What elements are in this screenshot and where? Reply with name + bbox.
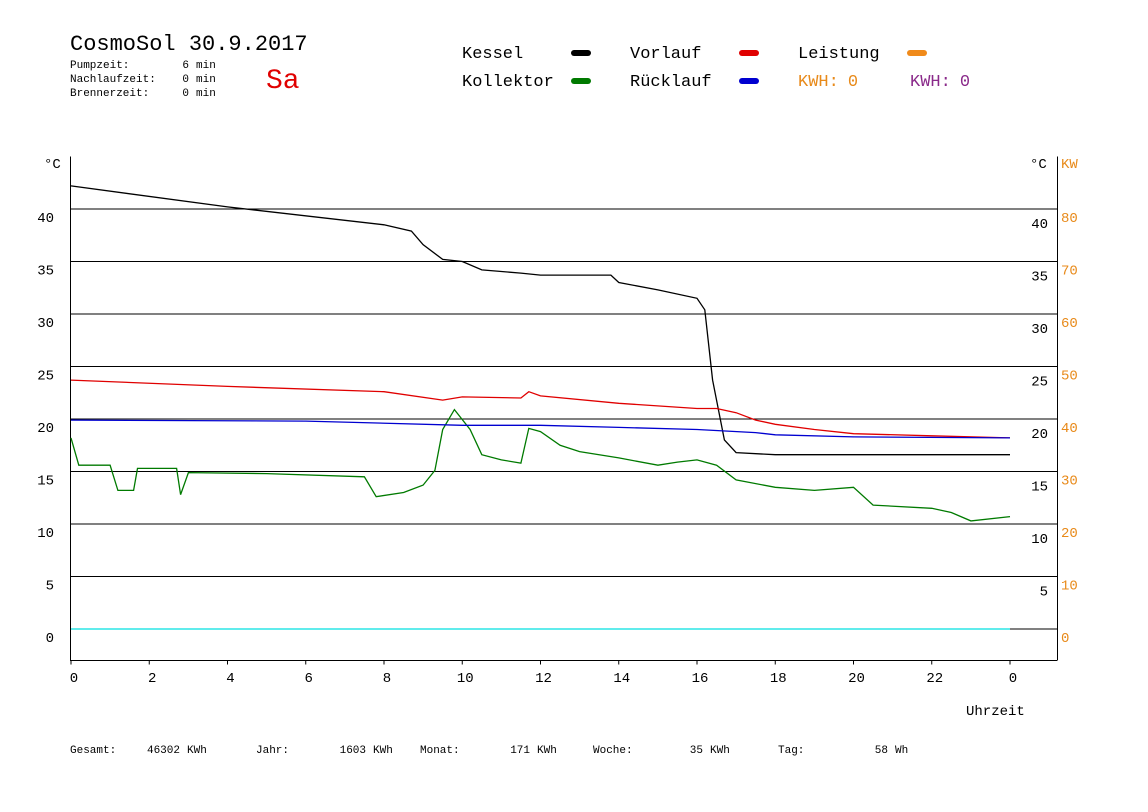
footer-value: 58	[875, 745, 888, 757]
footer-value: 35	[690, 745, 703, 757]
y-tick-label-right: 5	[1040, 585, 1048, 601]
y2-tick-label: 0	[1061, 631, 1069, 647]
x-tick-label: 22	[926, 671, 943, 687]
y-tick-label-right: 30	[1031, 322, 1048, 338]
y-unit-right: °C	[1030, 157, 1047, 173]
y-tick-label: 25	[37, 369, 54, 385]
kwh-value: 0	[848, 73, 858, 92]
y-tick-label: 40	[37, 211, 54, 227]
footer-value: 171	[510, 745, 530, 757]
y-tick-label: 15	[37, 474, 54, 490]
day: Sa	[266, 66, 300, 97]
series-line	[70, 408, 1011, 522]
stat-label: Pumpzeit:	[70, 60, 129, 72]
stat-value: 0	[182, 88, 189, 100]
stat-unit: min	[196, 88, 216, 100]
x-tick-label: 16	[692, 671, 709, 687]
y-tick-label-right: 35	[1031, 270, 1048, 286]
x-tick-label: 4	[226, 671, 234, 687]
kwh: KWH: 0	[910, 73, 970, 92]
series-line	[70, 379, 1011, 439]
x-tick-label: 10	[457, 671, 474, 687]
legend-label: Vorlauf	[630, 45, 701, 64]
kwh: KWH: 0	[798, 73, 858, 92]
x-tick-label: 18	[770, 671, 787, 687]
y-unit: °C	[44, 157, 61, 173]
stat-unit: min	[196, 60, 216, 72]
y2-tick-label: 50	[1061, 369, 1078, 385]
stat-unit: min	[196, 74, 216, 86]
footer-label: Gesamt:	[70, 745, 116, 757]
y-tick-label: 35	[37, 264, 54, 280]
footer-value: 1603	[340, 745, 366, 757]
footer-label: Tag:	[778, 745, 804, 757]
stat-label: Brennerzeit:	[70, 88, 149, 100]
stat-value: 6	[182, 60, 189, 72]
y-tick-label-right: 40	[1031, 217, 1048, 233]
footer-unit: KWh	[537, 745, 557, 757]
footer-unit: KWh	[710, 745, 730, 757]
title: CosmoSol 30.9.2017	[70, 32, 308, 57]
y2-tick-label: 80	[1061, 211, 1078, 227]
y-tick-label: 5	[46, 579, 54, 595]
footer-unit: KWh	[373, 745, 393, 757]
x-tick-label: 14	[613, 671, 630, 687]
y-tick-label: 30	[37, 316, 54, 332]
footer-label: Woche:	[593, 745, 633, 757]
y-tick-label-right: 25	[1031, 375, 1048, 391]
footer-label: Monat:	[420, 745, 460, 757]
y2-tick-label: 30	[1061, 474, 1078, 490]
legend-label: Kollektor	[462, 73, 554, 92]
y2-tick-label: 40	[1061, 421, 1078, 437]
y2-tick-label: 10	[1061, 579, 1078, 595]
y2-tick-label: 70	[1061, 264, 1078, 280]
x-tick-label: 6	[305, 671, 313, 687]
x-tick-label: 0	[70, 671, 78, 687]
footer-unit: Wh	[895, 745, 908, 757]
stat-label: Nachlaufzeit:	[70, 74, 156, 86]
legend-label: Leistung	[798, 45, 880, 64]
footer-unit: KWh	[187, 745, 207, 757]
y2-unit: KW	[1061, 157, 1078, 173]
y-tick-label: 20	[37, 421, 54, 437]
stat-value: 0	[182, 74, 189, 86]
series-line	[70, 185, 1010, 456]
x-tick-label: 20	[848, 671, 865, 687]
x-tick-label: 8	[383, 671, 391, 687]
footer-value: 46302	[147, 745, 180, 757]
y-tick-label-right: 20	[1031, 427, 1048, 443]
kwh-label: KWH:	[798, 73, 839, 92]
x-tick-label: 12	[535, 671, 552, 687]
y-tick-label: 10	[37, 526, 54, 542]
y2-tick-label: 20	[1061, 526, 1078, 542]
kwh-value: 0	[960, 73, 970, 92]
kwh-label: KWH:	[910, 73, 951, 92]
x-tick-label: 0	[1009, 671, 1017, 687]
y2-tick-label: 60	[1061, 316, 1078, 332]
y-tick-label: 0	[46, 631, 54, 647]
legend-label: Kessel	[462, 45, 523, 64]
y-tick-label-right: 10	[1031, 532, 1048, 548]
x-tick-label: 2	[148, 671, 156, 687]
series-line	[70, 419, 1011, 439]
legend-label: Rücklauf	[630, 73, 712, 92]
y-tick-label-right: 15	[1031, 480, 1048, 496]
x-label: Uhrzeit	[966, 704, 1025, 720]
footer-label: Jahr:	[256, 745, 289, 757]
